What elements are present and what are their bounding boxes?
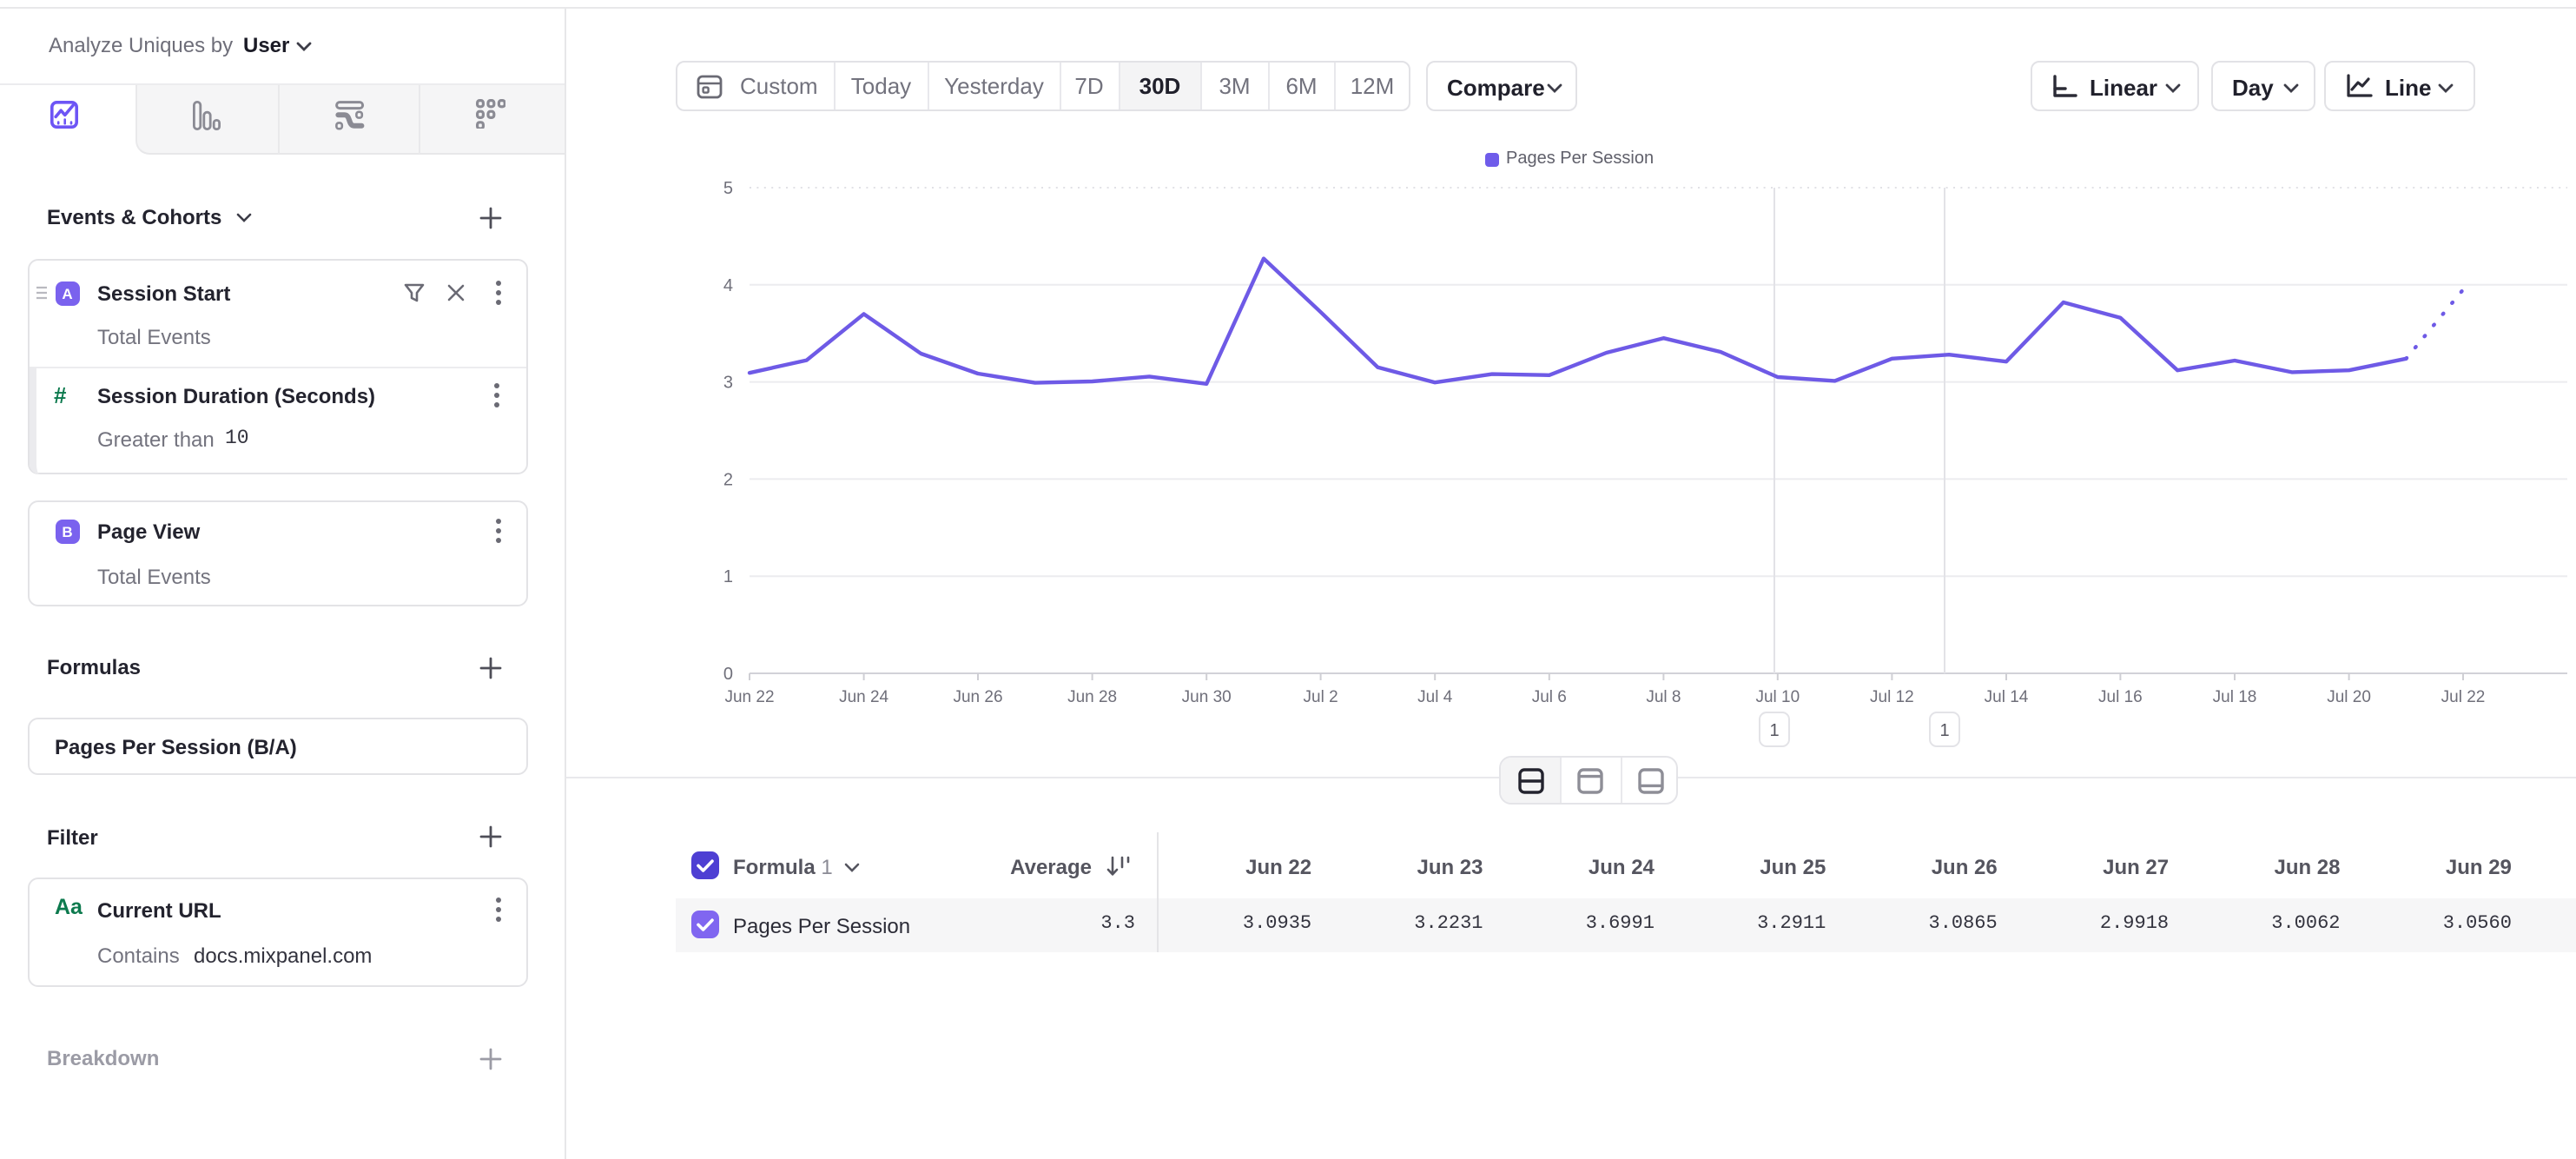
svg-text:Jul 20: Jul 20 bbox=[2327, 688, 2371, 706]
svg-text:Jul 12: Jul 12 bbox=[1870, 688, 1914, 706]
svg-text:Jul 8: Jul 8 bbox=[1646, 688, 1681, 706]
svg-text:Jul 6: Jul 6 bbox=[1532, 688, 1567, 706]
svg-text:Jun 30: Jun 30 bbox=[1182, 688, 1232, 706]
svg-text:4: 4 bbox=[723, 276, 733, 295]
svg-text:Jun 28: Jun 28 bbox=[1067, 688, 1117, 706]
svg-text:Jun 26: Jun 26 bbox=[953, 688, 1002, 706]
svg-text:Jul 10: Jul 10 bbox=[1755, 688, 1800, 706]
svg-text:2: 2 bbox=[723, 470, 733, 489]
svg-text:5: 5 bbox=[723, 179, 733, 198]
svg-text:Jul 2: Jul 2 bbox=[1304, 688, 1338, 706]
svg-text:Jul 18: Jul 18 bbox=[2213, 688, 2257, 706]
svg-text:1: 1 bbox=[1939, 721, 1949, 740]
svg-text:Jul 4: Jul 4 bbox=[1417, 688, 1453, 706]
svg-text:Jul 14: Jul 14 bbox=[1985, 688, 2029, 706]
svg-text:1: 1 bbox=[1769, 721, 1779, 740]
svg-text:Jun 22: Jun 22 bbox=[724, 688, 774, 706]
svg-text:Jul 22: Jul 22 bbox=[2441, 688, 2486, 706]
svg-text:1: 1 bbox=[723, 567, 733, 586]
svg-text:Jun 24: Jun 24 bbox=[839, 688, 888, 706]
svg-text:Jul 16: Jul 16 bbox=[2098, 688, 2143, 706]
svg-text:3: 3 bbox=[723, 374, 733, 393]
svg-text:0: 0 bbox=[723, 665, 733, 684]
